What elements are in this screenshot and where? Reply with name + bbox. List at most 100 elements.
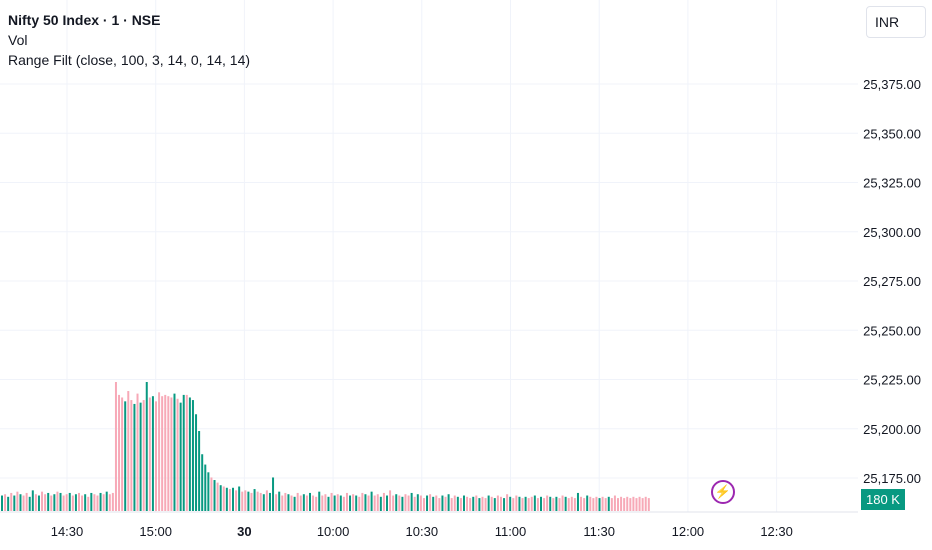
- volume-bar: [592, 498, 595, 511]
- volume-bar: [543, 498, 546, 511]
- volume-bar: [487, 495, 490, 511]
- volume-bar: [93, 494, 96, 511]
- volume-bar: [195, 414, 198, 511]
- volume-bar: [613, 495, 616, 511]
- volume-bar: [44, 494, 47, 511]
- indicator-legend[interactable]: Range Filt (close, 100, 3, 14, 0, 14, 14…: [8, 52, 251, 68]
- volume-bar: [376, 494, 379, 511]
- volume-bar: [573, 498, 576, 511]
- volume-bar: [429, 494, 432, 511]
- currency-button[interactable]: INR: [866, 6, 926, 38]
- volume-bar: [16, 491, 19, 511]
- volume-bar: [185, 394, 188, 511]
- volume-bar: [401, 496, 404, 511]
- volume-bar: [191, 400, 194, 511]
- volume-bar: [635, 498, 638, 511]
- volume-bar: [293, 496, 296, 511]
- volume-bar: [407, 495, 410, 511]
- volume-bar: [398, 495, 401, 511]
- volume-bar: [327, 496, 330, 511]
- volume-bar: [127, 391, 130, 511]
- volume-bar: [130, 400, 133, 511]
- volume-bar: [59, 492, 62, 511]
- volume-bar: [333, 495, 336, 511]
- volume-bar: [623, 498, 626, 511]
- volume-bar: [598, 498, 601, 511]
- volume-bar: [62, 495, 65, 511]
- volume-bar: [629, 498, 632, 511]
- volume-bar: [481, 496, 484, 511]
- volume-bar: [256, 491, 259, 511]
- volume-bar: [527, 498, 530, 511]
- price-axis[interactable]: 25,375.00 25,350.00 25,325.00 25,300.00 25,2…: [863, 77, 921, 486]
- volume-bar: [530, 496, 533, 511]
- volume-bar: [4, 494, 7, 511]
- volume-bar: [459, 498, 462, 511]
- volume-bar: [549, 496, 552, 511]
- volume-bar: [287, 494, 290, 511]
- volume-bar: [358, 496, 361, 511]
- volume-bar: [7, 496, 10, 511]
- volume-bar: [567, 498, 570, 511]
- volume-bar: [124, 401, 127, 511]
- volume-bar: [647, 498, 650, 511]
- volume-bar: [213, 480, 216, 511]
- volume-bar: [641, 498, 644, 511]
- volume-bar: [595, 496, 598, 511]
- time-tick-label: 10:00: [317, 524, 350, 539]
- volume-bar: [136, 393, 139, 511]
- volume-bar: [370, 491, 373, 511]
- volume-bar: [536, 498, 539, 511]
- volume-bar: [170, 397, 173, 511]
- volume-bar: [515, 495, 518, 511]
- price-tick-label: 25,300.00: [863, 225, 921, 240]
- volume-bar: [318, 491, 321, 511]
- time-tick-label: 12:30: [760, 524, 793, 539]
- volume-bar: [620, 496, 623, 511]
- volume-bar: [241, 491, 244, 511]
- volume-bar: [37, 495, 40, 511]
- price-tick-label: 25,275.00: [863, 274, 921, 289]
- price-tick-label: 25,325.00: [863, 176, 921, 191]
- volume-bar: [102, 494, 105, 511]
- volume-bar: [610, 498, 613, 511]
- volume-bar: [373, 495, 376, 511]
- lightning-icon[interactable]: ⚡: [711, 480, 735, 504]
- volume-bar: [13, 495, 16, 511]
- volume-bar: [259, 492, 262, 511]
- volume-bar: [81, 495, 84, 511]
- volume-bar: [253, 489, 256, 511]
- volume-bar: [188, 397, 191, 511]
- volume-legend[interactable]: Vol: [8, 32, 28, 48]
- volume-bar: [438, 498, 441, 511]
- volume-bar: [247, 491, 250, 511]
- volume-bar: [87, 496, 90, 511]
- symbol-title[interactable]: Nifty 50 Index · 1 · NSE: [8, 12, 161, 28]
- volume-bar: [133, 403, 136, 511]
- volume-bar: [404, 494, 407, 511]
- volume-bar: [244, 490, 247, 511]
- volume-bar: [238, 486, 241, 511]
- volume-bar: [413, 496, 416, 511]
- volume-bar: [50, 495, 53, 511]
- volume-bar: [324, 494, 327, 511]
- volume-bar: [262, 494, 265, 511]
- volume-bar: [28, 496, 31, 511]
- volume-bar: [478, 498, 481, 511]
- volume-bar: [225, 487, 228, 511]
- time-axis[interactable]: 14:30 15:00 30 10:00 10:30 11:00 11:30 12:00 12:…: [51, 524, 793, 539]
- volume-bar: [469, 498, 472, 511]
- volume-bar: [355, 495, 358, 511]
- volume-bar: [204, 464, 207, 511]
- volume-bar: [583, 498, 586, 511]
- volume-bar: [232, 487, 234, 511]
- time-tick-label: 30: [237, 524, 251, 539]
- volume-bar: [250, 492, 253, 511]
- volume-bar: [216, 482, 219, 511]
- volume-bar: [296, 492, 299, 511]
- chart-legend: Nifty 50 Index · 1 · NSE Vol Range Filt …: [8, 10, 250, 70]
- volume-bar: [315, 496, 318, 511]
- volume-bar: [84, 494, 87, 511]
- volume-bar: [145, 382, 148, 511]
